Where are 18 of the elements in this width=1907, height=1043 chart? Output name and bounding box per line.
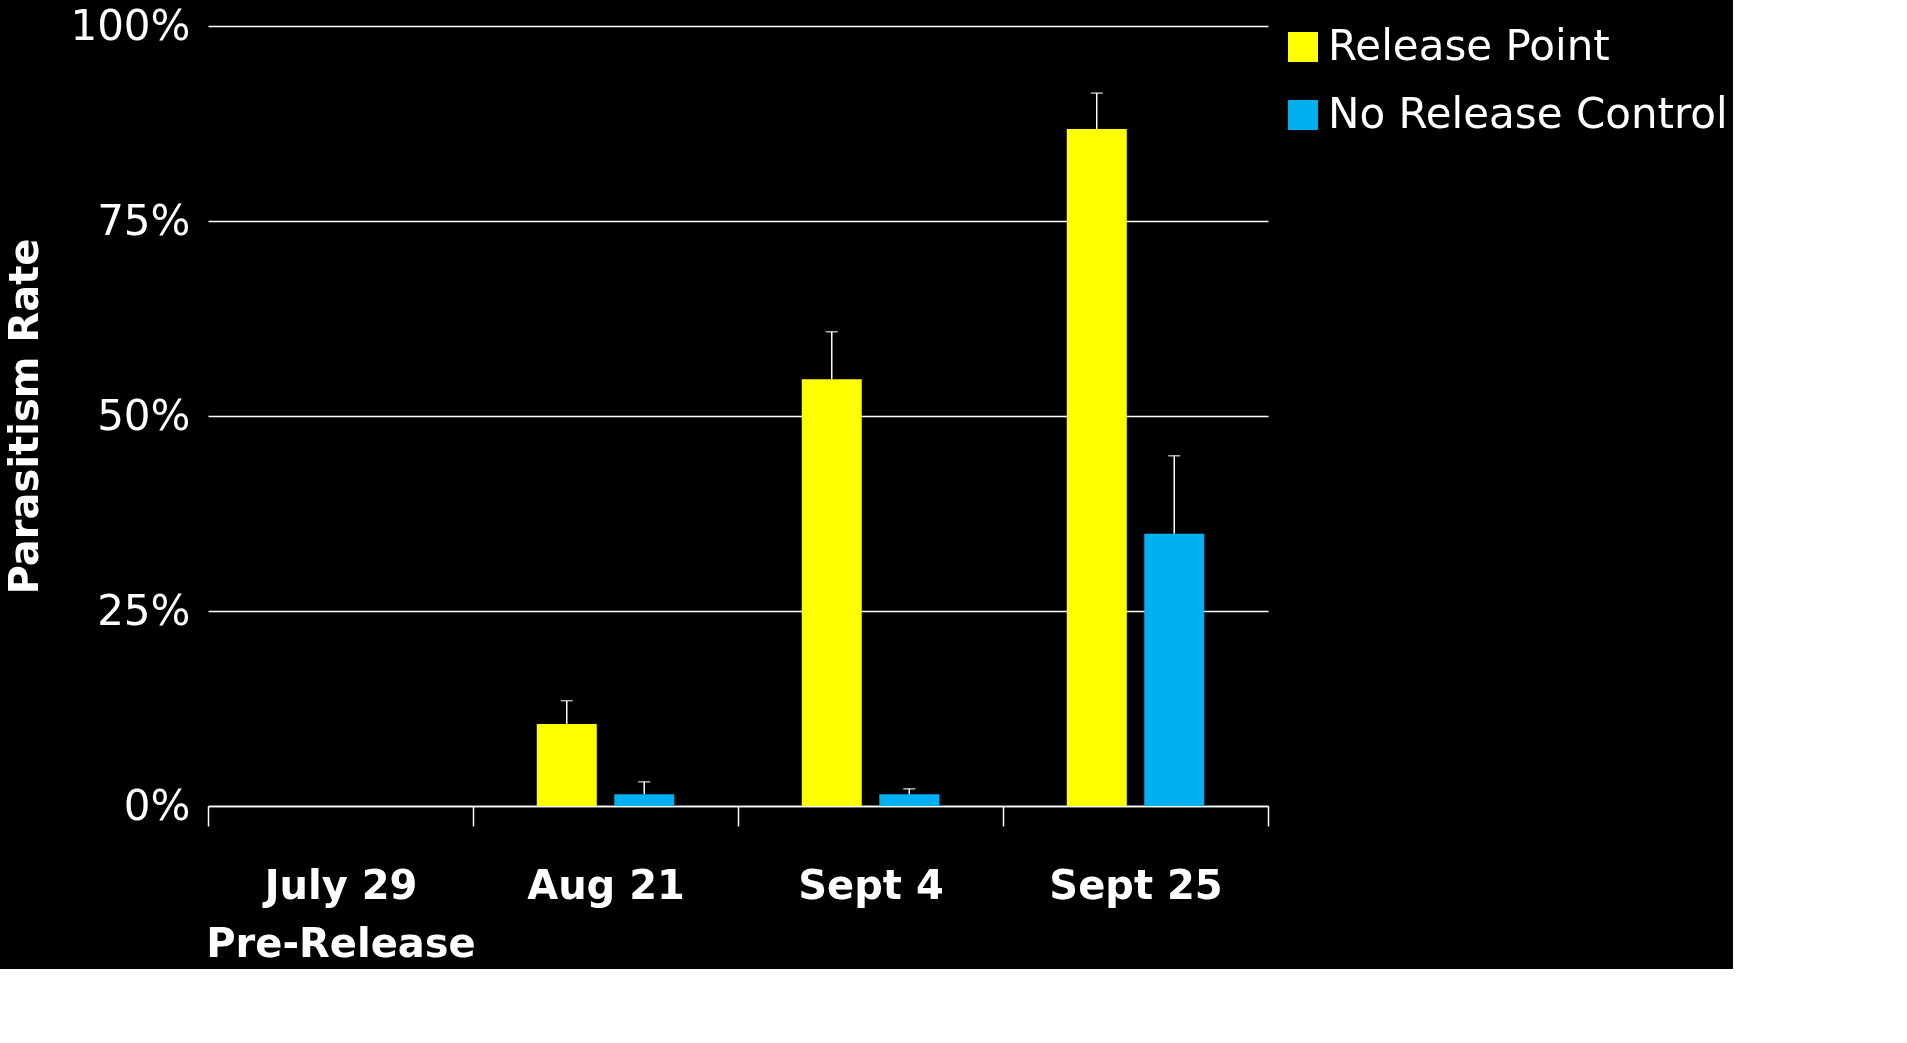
bar: [1066, 128, 1127, 806]
x-tick-label: Sept 25: [1049, 861, 1223, 908]
y-tick-label: 0%: [123, 780, 191, 830]
y-tick-label: 50%: [97, 390, 191, 440]
x-tick-label: July 29 Pre-Release: [206, 861, 476, 966]
bar: [1144, 533, 1205, 806]
y-tick-label: 25%: [97, 585, 191, 635]
bar: [879, 794, 940, 806]
bar: [614, 794, 675, 806]
y-axis-title: Parasitism Rate: [1, 238, 48, 595]
x-tick-label: Aug 21: [527, 861, 685, 908]
bar: [801, 379, 862, 806]
legend-label: No Release Control: [1328, 89, 1728, 138]
bar: [536, 724, 597, 806]
y-tick-label: 100%: [70, 0, 191, 50]
y-tick-label: 75%: [97, 195, 191, 245]
legend-label: Release Point: [1328, 21, 1610, 70]
x-tick-label: Sept 4: [798, 861, 944, 908]
